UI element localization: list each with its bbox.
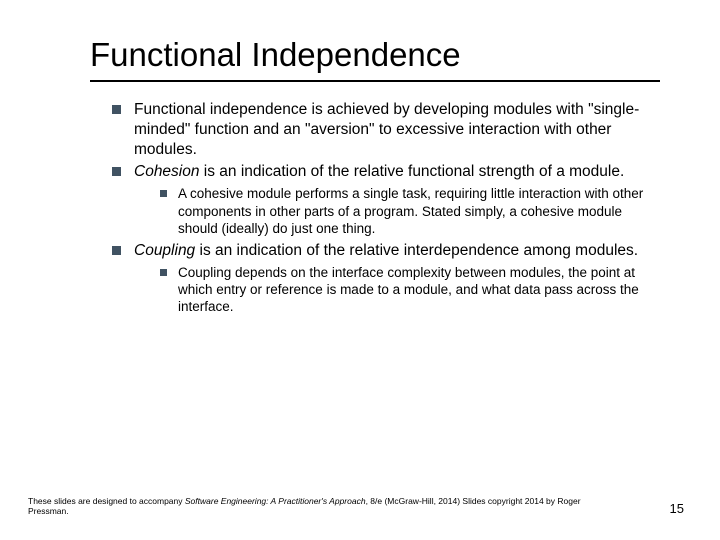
bullet-text: Cohesion is an indication of the relativ… [134, 162, 624, 182]
footer-book-title: Software Engineering: A Practitioner's A… [185, 496, 366, 506]
square-bullet-icon [160, 269, 167, 276]
bullet-level-2: Coupling depends on the interface comple… [90, 264, 660, 316]
footer: These slides are designed to accompany S… [28, 496, 588, 516]
bullet-level-1: Functional independence is achieved by d… [90, 100, 660, 159]
square-bullet-icon [112, 246, 121, 255]
bullet-text: Coupling depends on the interface comple… [178, 264, 660, 316]
square-bullet-icon [112, 105, 121, 114]
square-bullet-icon [112, 167, 121, 176]
bullet-text: Coupling is an indication of the relativ… [134, 241, 638, 261]
bullet-level-1: Coupling is an indication of the relativ… [90, 241, 660, 261]
page-number: 15 [670, 501, 684, 516]
slide-content: Functional independence is achieved by d… [90, 100, 660, 316]
bullet-level-2: A cohesive module performs a single task… [90, 185, 660, 237]
footer-prefix: These slides are designed to accompany [28, 496, 185, 506]
square-bullet-icon [160, 190, 167, 197]
slide: Functional Independence Functional indep… [0, 0, 720, 540]
slide-title: Functional Independence [90, 36, 660, 82]
bullet-text: Functional independence is achieved by d… [134, 100, 660, 159]
bullet-text: A cohesive module performs a single task… [178, 185, 660, 237]
bullet-level-1: Cohesion is an indication of the relativ… [90, 162, 660, 182]
